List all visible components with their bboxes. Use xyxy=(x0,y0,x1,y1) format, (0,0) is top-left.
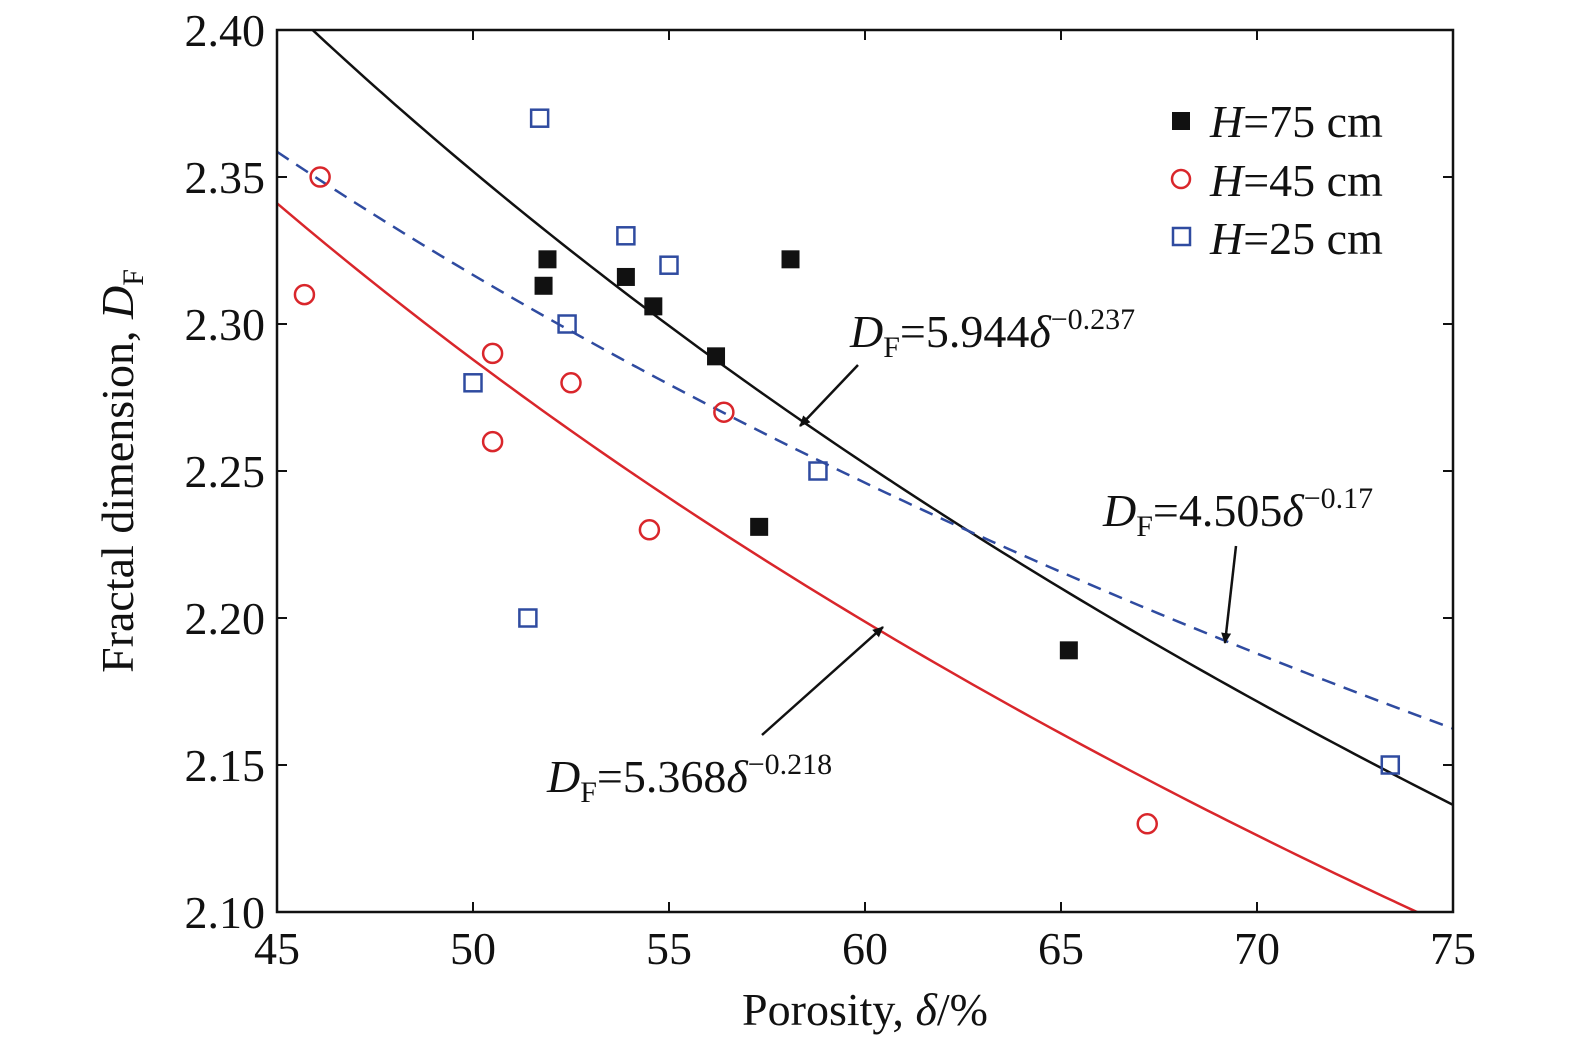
x-tick-label: 55 xyxy=(646,923,692,974)
data-point-series-2 xyxy=(659,255,679,275)
x-tick-label: 45 xyxy=(254,923,300,974)
x-tick-label: 75 xyxy=(1430,923,1476,974)
x-axis-ticks: 45 50 55 60 65 70 75 xyxy=(254,30,1476,974)
data-point-series-1 xyxy=(293,283,316,306)
x-tick-label: 65 xyxy=(1038,923,1084,974)
data-points xyxy=(293,108,1401,835)
legend-label-h45: H=45 cm xyxy=(1209,155,1383,206)
x-tick-label: 50 xyxy=(450,923,496,974)
y-axis-title: Fractal dimension, DF xyxy=(92,269,150,673)
y-tick-label: 2.40 xyxy=(185,5,266,56)
data-point-series-0 xyxy=(538,250,557,269)
arrow-h25 xyxy=(1221,545,1238,644)
data-point-series-2 xyxy=(808,461,828,481)
data-point-series-2 xyxy=(616,226,636,246)
y-tick-label: 2.20 xyxy=(185,593,266,644)
data-point-series-1 xyxy=(309,166,331,188)
data-point-series-1 xyxy=(1136,813,1158,835)
fit-curve-0 xyxy=(310,30,1453,807)
legend-label-h75: H=75 cm xyxy=(1209,96,1383,147)
data-point-series-0 xyxy=(616,267,635,286)
x-axis-title: Porosity, δ/% xyxy=(742,984,988,1035)
arrow-h75 xyxy=(799,364,859,427)
data-point-series-1 xyxy=(638,519,661,541)
legend-marker-h45 xyxy=(1170,168,1192,190)
y-tick-label: 2.15 xyxy=(185,740,266,791)
data-point-series-0 xyxy=(781,250,800,269)
data-point-series-2 xyxy=(463,373,483,393)
fit-label-h25: DF=4.505δ−0.17 xyxy=(1102,482,1373,543)
x-tick-label: 70 xyxy=(1234,923,1280,974)
data-point-series-0 xyxy=(534,276,553,295)
data-point-series-2 xyxy=(529,108,550,128)
arrow-h45 xyxy=(761,626,884,736)
legend: H=75 cm H=45 cm H=25 cm xyxy=(1170,96,1383,264)
fit-curve-1 xyxy=(277,202,1420,912)
data-point-series-1 xyxy=(481,342,504,365)
legend-label-h25: H=25 cm xyxy=(1209,213,1383,264)
data-point-series-2 xyxy=(1380,755,1401,775)
data-point-series-2 xyxy=(557,314,577,334)
data-point-series-0 xyxy=(707,347,726,366)
data-point-series-0 xyxy=(644,297,663,316)
data-point-series-1 xyxy=(713,401,735,423)
fit-curve-2 xyxy=(277,150,1453,730)
data-point-series-0 xyxy=(1059,641,1078,660)
data-point-series-1 xyxy=(560,372,582,394)
fit-curves xyxy=(277,30,1453,912)
legend-marker-h25 xyxy=(1171,226,1192,247)
data-point-series-2 xyxy=(518,608,538,628)
legend-marker-h75 xyxy=(1172,112,1190,130)
x-tick-label: 60 xyxy=(842,923,888,974)
y-tick-label: 2.30 xyxy=(185,299,266,350)
fit-label-h75: DF=5.944δ−0.237 xyxy=(849,303,1135,364)
y-tick-label: 2.25 xyxy=(185,446,266,497)
y-tick-label: 2.10 xyxy=(185,887,266,938)
data-point-series-0 xyxy=(750,517,769,536)
y-tick-label: 2.35 xyxy=(185,152,266,203)
y-axis-ticks: 2.10 2.15 2.20 2.25 2.30 2.35 2.40 xyxy=(185,5,1453,938)
fit-label-h45: DF=5.368δ−0.218 xyxy=(546,748,832,809)
data-point-series-1 xyxy=(481,430,504,453)
